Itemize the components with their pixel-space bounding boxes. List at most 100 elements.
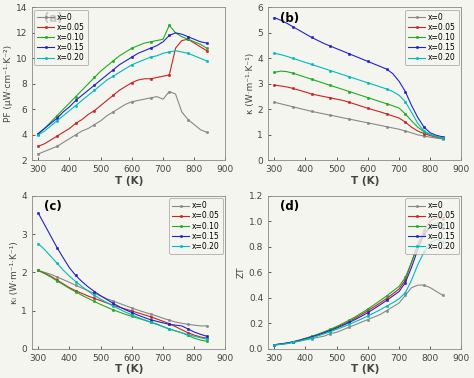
x=0.05: [334, 325, 339, 330]
x=0: [409, 130, 414, 135]
x=0.10: [160, 324, 166, 329]
x=0: [166, 318, 172, 322]
x=0.10: [173, 31, 178, 35]
x=0.05: [321, 94, 327, 99]
x=0: [371, 315, 377, 319]
x=0.15: [302, 32, 308, 36]
x=0.05: [60, 130, 66, 135]
x=0: [421, 134, 427, 138]
x=0: [91, 291, 97, 296]
x=0: [390, 126, 396, 130]
Y-axis label: ZT: ZT: [237, 266, 246, 278]
x=0.10: [110, 308, 116, 312]
x=0.05: [142, 313, 147, 317]
x=0: [434, 289, 439, 294]
x=0.05: [185, 330, 191, 335]
x=0.10: [321, 330, 327, 334]
x=0.15: [278, 342, 283, 346]
x=0.15: [278, 18, 283, 22]
x=0: [191, 323, 197, 327]
x=0.20: [104, 301, 110, 305]
x=0.20: [434, 237, 439, 242]
x=0: [179, 321, 185, 325]
x=0: [104, 296, 110, 301]
x=0.15: [42, 126, 47, 131]
x=0.20: [129, 62, 135, 67]
x=0.15: [434, 133, 439, 138]
x=0.10: [415, 243, 420, 248]
x=0.15: [340, 49, 346, 54]
x=0.15: [290, 25, 296, 29]
x=0: [135, 308, 141, 313]
x=0.05: [428, 219, 433, 224]
x=0.15: [309, 335, 315, 339]
x=0: [309, 336, 315, 341]
x=0.05: [148, 76, 154, 81]
x=0.05: [384, 112, 390, 116]
x=0.10: [371, 302, 377, 307]
x=0.15: [54, 245, 60, 250]
x=0.10: [340, 87, 346, 92]
x=0.15: [67, 265, 73, 270]
x=0.05: [334, 97, 339, 101]
x=0.20: [60, 113, 66, 118]
x=0: [160, 316, 166, 321]
x=0.15: [315, 333, 321, 337]
x=0: [36, 268, 41, 273]
x=0.10: [73, 290, 79, 294]
x=0: [315, 110, 321, 115]
x=0: [402, 129, 408, 133]
x=0.15: [79, 279, 85, 284]
x=0.15: [110, 301, 116, 306]
x=0.20: [198, 336, 203, 340]
x=0.20: [309, 62, 315, 67]
x=0.15: [179, 32, 185, 36]
x=0.20: [384, 87, 390, 91]
x=0.10: [117, 54, 122, 58]
x=0.10: [296, 338, 302, 342]
x=0.10: [334, 85, 339, 90]
x=0: [390, 305, 396, 309]
x=0.15: [365, 310, 371, 315]
x=0.05: [129, 309, 135, 313]
x=0.20: [198, 56, 203, 60]
x=0.20: [123, 310, 128, 314]
x=0.05: [428, 133, 433, 138]
x=0: [321, 112, 327, 116]
x=0.15: [91, 83, 97, 87]
x=0.05: [48, 274, 54, 279]
x=0.20: [321, 332, 327, 336]
x=0.15: [160, 321, 166, 325]
x=0.05: [79, 291, 85, 296]
x=0.05: [377, 301, 383, 305]
x=0.10: [166, 327, 172, 331]
x=0.10: [440, 136, 446, 140]
x=0: [371, 122, 377, 126]
x=0.10: [328, 327, 333, 332]
x=0.20: [123, 66, 128, 71]
x=0: [302, 108, 308, 112]
x=0: [272, 100, 277, 104]
x=0.20: [179, 50, 185, 54]
x=0.10: [191, 336, 197, 341]
x=0.20: [284, 341, 290, 346]
x=0.05: [191, 41, 197, 45]
x=0.05: [173, 324, 178, 329]
x=0: [185, 322, 191, 327]
x=0.20: [390, 301, 396, 305]
x=0: [359, 119, 365, 124]
x=0: [309, 109, 315, 114]
x=0.10: [434, 220, 439, 225]
x=0: [42, 270, 47, 275]
x=0.05: [290, 339, 296, 344]
x=0.20: [204, 59, 210, 63]
x=0.20: [440, 240, 446, 244]
x=0.20: [135, 60, 141, 65]
x=0.15: [377, 302, 383, 307]
Line: x=0.15: x=0.15: [273, 224, 444, 346]
x=0.10: [198, 42, 203, 46]
x=0.20: [371, 311, 377, 315]
x=0.15: [154, 319, 160, 324]
x=0: [272, 343, 277, 347]
x=0.10: [402, 112, 408, 116]
